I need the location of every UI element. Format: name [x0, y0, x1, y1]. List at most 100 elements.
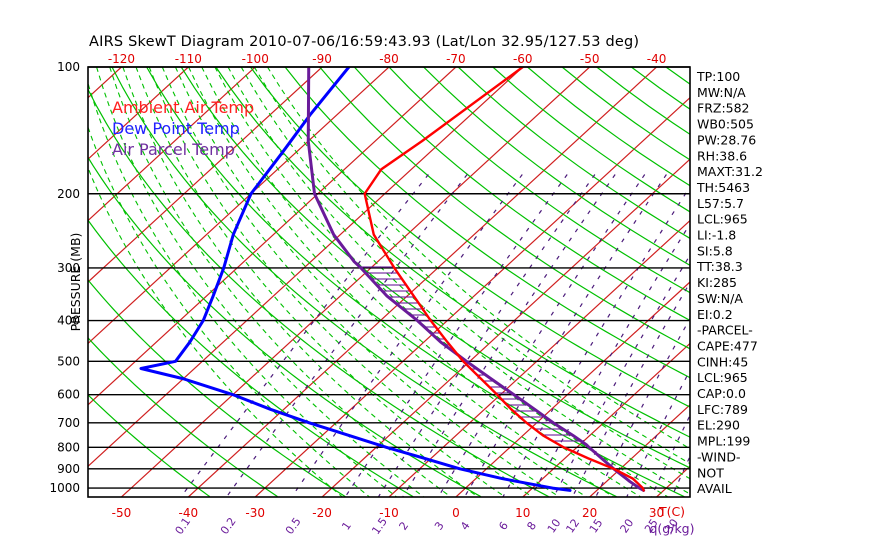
moist-adiabat-40 [253, 67, 690, 465]
moist-adiabat--8 [96, 67, 424, 497]
stat--wind: -WIND- [697, 449, 741, 464]
bottom-temp-tick--50: -50 [112, 506, 132, 520]
dry-adiabat-30 [146, 67, 685, 497]
bottom-temp-tick-10: 10 [515, 506, 530, 520]
sounding-curves [139, 67, 646, 492]
isotherm-20 [589, 404, 690, 497]
stat-cap-0-0: CAP:0.0 [697, 386, 746, 401]
dew-point-curve [139, 67, 572, 492]
stat-pw-28-76: PW:28.76 [697, 132, 756, 147]
stat-tt-38-3: TT:38.3 [696, 259, 743, 274]
moist-adiabat-24 [201, 67, 641, 497]
bottom-temp-tick--10: -10 [379, 506, 399, 520]
dry-adiabat--40 [88, 394, 211, 497]
moist-adiabat-8 [148, 67, 533, 497]
dry-adiabat-20 [111, 67, 617, 497]
stat-el-290: EL:290 [697, 418, 740, 433]
stat-ki-285: KI:285 [697, 275, 737, 290]
stat-lfc-789: LFC:789 [697, 402, 748, 417]
bottom-temp-tick-20: 20 [582, 506, 597, 520]
stat-mw-n-a: MW:N/A [697, 85, 746, 100]
pressure-tick-200: 200 [57, 187, 80, 201]
moist-adiabat-lines [88, 67, 690, 497]
top-temp-tick--100: -100 [242, 52, 269, 66]
stat-not: NOT [697, 465, 724, 480]
isotherm--50 [121, 67, 591, 497]
top-temp-tick--120: -120 [108, 52, 135, 66]
isotherm-10 [522, 342, 690, 497]
stat-cinh-45: CINH:45 [697, 354, 748, 369]
stat-ei-0-2: EI:0.2 [697, 307, 733, 322]
mixing-ratio-1 [344, 174, 568, 497]
dry-adiabat-90 [353, 67, 690, 322]
moist-adiabat-4 [135, 67, 506, 497]
mixing-ratio-6 [502, 185, 690, 497]
isotherm--90 [88, 67, 323, 283]
stat-maxt-31-2: MAXT:31.2 [697, 164, 763, 179]
dry-adiabat-110 [423, 67, 690, 266]
moist-adiabat--12 [88, 81, 397, 497]
dry-adiabat--10 [88, 219, 414, 497]
stat--parcel: -PARCEL- [697, 323, 753, 338]
moist-adiabat-12 [161, 67, 560, 497]
stat-l57-5-7: L57:5.7 [697, 196, 744, 211]
mixing-ratio-20 [626, 368, 690, 497]
pressure-tick-500: 500 [57, 354, 80, 368]
stat-lcl-965: LCL:965 [697, 370, 748, 385]
pressure-tick-100: 100 [57, 60, 80, 74]
pressure-ticks: 100 200 300 400 500 600 700 800 900 1000 [49, 60, 80, 495]
stat-th-5463: TH:5463 [696, 180, 750, 195]
stat-avail: AVAIL [697, 481, 732, 496]
bottom-temp-tick--20: -20 [312, 506, 332, 520]
top-temperature-ticks: -120 -110 -100 -90 -80 -70 -60 -50 -40 [108, 52, 667, 66]
dry-adiabat-40 [180, 67, 690, 469]
isotherm--30 [254, 96, 690, 497]
bottom-temp-tick--30: -30 [245, 506, 265, 520]
top-temp-tick--110: -110 [175, 52, 202, 66]
top-temp-tick--60: -60 [513, 52, 533, 66]
mixing-ratio-4 [464, 174, 667, 497]
isotherm--80 [88, 67, 390, 345]
pressure-tick-300: 300 [57, 261, 80, 275]
stat-cape-477: CAPE:477 [697, 338, 758, 353]
statistics-panel: TP:100MW:N/AFRZ:582WB0:505PW:28.76RH:38.… [696, 69, 763, 496]
top-temp-tick--70: -70 [446, 52, 466, 66]
dry-adiabat-50 [215, 67, 690, 438]
bottom-temperature-ticks: -50 -40 -30 -20 -10 0 10 20 30 [112, 506, 665, 520]
stat-tp-100: TP:100 [696, 69, 740, 84]
top-temp-tick--50: -50 [580, 52, 600, 66]
isotherm--100 [88, 67, 256, 222]
top-temp-tick--90: -90 [312, 52, 332, 66]
ambient-temp-curve [363, 67, 645, 492]
isotherm--110 [88, 67, 189, 160]
dry-adiabat-lines [88, 67, 690, 497]
stat-li--1-8: LI:-1.8 [697, 228, 736, 243]
stat-lcl-965: LCL:965 [697, 212, 748, 227]
isotherm--40 [187, 67, 657, 497]
stat-frz-582: FRZ:582 [697, 101, 750, 116]
x-axis-unit-label: T(C) [658, 504, 685, 519]
dry-adiabat-80 [319, 67, 690, 350]
top-temp-tick--80: -80 [379, 52, 399, 66]
pressure-tick-400: 400 [57, 314, 80, 328]
dry-adiabat-0 [88, 156, 482, 497]
moist-adiabat-0 [122, 67, 478, 497]
top-temp-tick--40: -40 [647, 52, 667, 66]
dry-adiabat-100 [388, 67, 690, 294]
legend-item-dew-point-temp: Dew Point Temp [112, 119, 240, 138]
plot-frame [87, 66, 691, 498]
pressure-tick-900: 900 [57, 462, 80, 476]
moist-adiabat--4 [109, 67, 451, 497]
isotherm--60 [88, 67, 524, 468]
dry-adiabat--20 [88, 278, 346, 497]
cape-hatch-area [354, 261, 587, 445]
stat-mpl-199: MPL:199 [697, 434, 750, 449]
mixing-ratio-unit-label: q(g/kg) [649, 521, 694, 536]
stat-rh-38-6: RH:38.6 [697, 148, 747, 163]
dry-adiabat-70 [284, 67, 690, 379]
y-axis-label: PRESSURE (MB) [68, 233, 83, 332]
moist-adiabat-36 [240, 67, 690, 480]
